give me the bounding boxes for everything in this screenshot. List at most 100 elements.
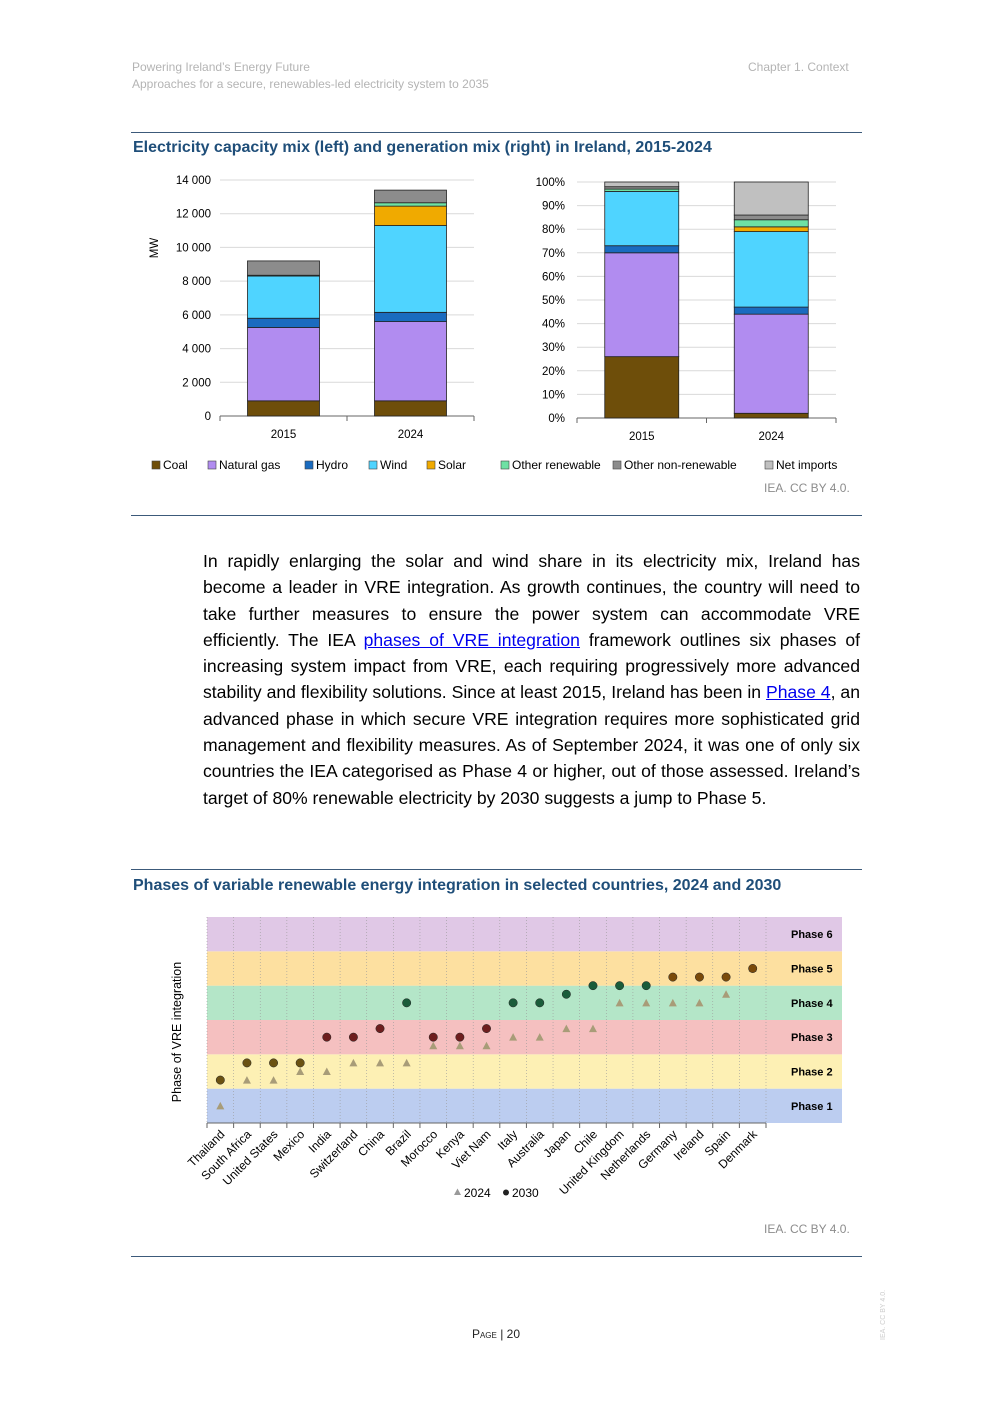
generation-chart: 0% 10% 20% 30% 40% 50% 60% 70% 80% 90% 100% 2015 202… [536,177,837,443]
marker-2030-japan [561,989,571,999]
phase-label-4: Phase 4 [791,998,833,1010]
capacity-bar-other-non-renewable-2024 [374,189,447,204]
capacity-ytick-label: 10 000 [176,242,211,254]
body-paragraph: In rapidly enlarging the solar and wind … [203,548,860,811]
capacity-ytick-label: 12 000 [176,209,211,221]
marker-2024-mexico [296,1067,305,1075]
marker-2024-italy [509,1033,518,1041]
phase-band-5 [207,951,842,986]
vre-y-axis-label: Phase of VRE integration [170,962,184,1102]
capacity-bar-natural-gas-2015 [247,327,320,402]
generation-ytick-label: 70% [542,248,565,260]
generation-xtick-label: 2024 [758,431,784,443]
marker-2024-united-states [269,1076,278,1084]
page-number: 20 [506,1327,521,1341]
legend-label-natural-gas: Natural gas [219,458,280,472]
generation-ytick-label: 20% [542,366,565,378]
country-label-china: China [355,1127,387,1159]
link-phases-of-vre-integration[interactable]: phases of VRE integration [363,629,580,650]
running-header-title: Powering Ireland’s Energy Future [132,60,310,74]
phase-band-1 [207,1088,842,1123]
generation-ytick-label: 60% [542,271,565,283]
marker-2030-united-states [269,1058,278,1068]
marker-2024-united-kingdom [615,998,624,1007]
figure1-legend: Coal Natural gas Hydro Wind Solar Other renew… [151,458,837,472]
body-text-1: In rapidly enlarging the solar and wind … [203,551,860,650]
legend-swatch-hydro [304,460,314,470]
marker-2030-switzerland [348,1032,358,1042]
marker-2024-japan [562,1024,571,1033]
figure1-bottom-rule [131,515,862,516]
capacity-bar-hydro-2015 [247,317,320,328]
phase-band-3 [207,1020,842,1055]
capacity-bar-natural-gas-2024 [374,321,447,402]
capacity-ytick-label: 0 [205,411,211,423]
capacity-bar-hydro-2024 [374,311,447,322]
running-header-chapter: Chapter 1. Context [748,60,849,74]
legend-label-hydro: Hydro [316,458,348,472]
capacity-bar-solar-2024 [374,205,447,226]
figure2-top-rule [131,869,862,870]
marker-2024-switzerland [349,1058,358,1067]
capacity-y-axis-label: MW [149,238,161,259]
marker-2024-south-africa [242,1076,251,1084]
figure1-credit: IEA. CC BY 4.0. [764,481,850,495]
running-header-subtitle: Approaches for a secure, renewables-led … [132,77,489,91]
legend-swatch-coal [151,460,161,470]
figure2-chart: Phase 1 Phase 2 Phase 3 Phase 4 Phase 5 Phase… [170,917,842,1200]
marker-2024-germany [668,998,677,1007]
marker-2024-thailand [216,1101,225,1110]
capacity-bar-other-renewable-2024 [374,202,447,207]
marker-2024-ireland [695,998,704,1007]
legend-label-other-non-renewable: Other non-renewable [624,458,737,472]
marker-2030-australia [535,998,545,1008]
generation-ytick-label: 100% [536,177,565,189]
marker-2024-morocco [429,1041,438,1050]
marker-2030-kenya [455,1032,465,1042]
generation-bar-solar-2024 [733,226,809,232]
marker-2024-china [376,1058,385,1067]
capacity-bar-wind-2024 [374,225,447,313]
capacity-ytick-label: 14 000 [176,175,211,187]
marker-2030-viet-nam [482,1024,491,1034]
generation-bar-natural-gas-2015 [604,252,680,358]
legend-label-solar: Solar [438,458,466,472]
marker-2030-brazil [402,998,412,1008]
figure1-top-rule [131,132,862,133]
capacity-ytick-label: 2 000 [182,377,211,389]
marker-2024-spain [722,990,731,998]
generation-bar-wind-2024 [733,231,809,308]
legend-swatch-other-non-renewable [612,460,622,470]
side-credit: IEA. CC BY 4.0. [880,1289,887,1340]
legend-label-coal: Coal [163,458,188,472]
phase-band-6 [207,917,842,952]
generation-bar-other-renewable-2024 [733,219,809,228]
body-text-2: framework outlines six phases of increas… [203,629,860,703]
phase-label-5: Phase 5 [791,964,833,976]
capacity-ytick-label: 4 000 [182,344,211,356]
marker-2030-morocco [428,1032,438,1042]
marker-2024-netherlands [642,998,651,1007]
generation-bar-other-non-renewable-2024 [733,214,809,221]
generation-ytick-label: 40% [542,319,565,331]
page-label: Page [471,1327,497,1341]
legend-marker-2024 [454,1188,461,1195]
generation-ytick-label: 0% [548,413,565,425]
marker-2030-netherlands [641,981,651,991]
legend-swatch-solar [426,460,436,470]
phase-label-1: Phase 1 [791,1101,833,1113]
phase-label-2: Phase 2 [791,1067,833,1079]
figure1-title: Electricity capacity mix (left) and gene… [133,139,712,156]
capacity-xtick-label: 2024 [398,429,424,441]
marker-2030-china [375,1024,385,1034]
marker-2024-india [322,1067,331,1075]
legend-label-wind: Wind [380,458,407,472]
vre-phase-chart: Phase 1 Phase 2 Phase 3 Phase 4 Phase 5 Phase… [170,917,842,1200]
phase-label-6: Phase 6 [791,929,833,941]
generation-xtick-label: 2015 [629,431,655,443]
generation-bar-hydro-2024 [733,306,809,315]
legend-label-net-imports: Net imports [776,458,837,472]
figure2-bottom-rule [131,1256,862,1257]
link-phase-4[interactable]: Phase 4 [765,682,831,703]
country-label-japan: Japan [540,1127,573,1160]
